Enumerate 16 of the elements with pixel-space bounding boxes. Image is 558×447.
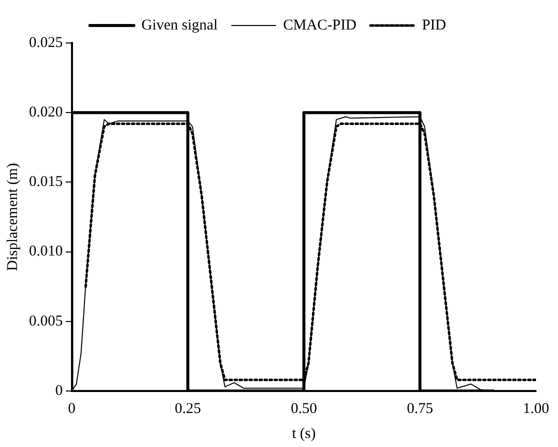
y-tick-label: 0.025 (29, 34, 63, 51)
x-tick-label: 1.00 (522, 400, 550, 417)
x-tick-label: 0.25 (174, 400, 201, 417)
x-axis-title: t (s) (292, 426, 316, 442)
x-tick-label: 0.50 (290, 400, 317, 417)
legend-label: Given signal (141, 17, 218, 34)
y-tick-label: 0.020 (29, 104, 63, 121)
x-tick-label: 0 (68, 400, 76, 417)
y-tick-label: 0.010 (29, 244, 63, 260)
legend-label: CMAC-PID (283, 17, 357, 34)
legend-label: PID (422, 17, 446, 34)
y-axis-title: Displacement (m) (4, 163, 21, 271)
x-tick-label: 0.75 (406, 400, 434, 417)
y-tick-label: 0.005 (29, 313, 63, 330)
y-tick-label: 0.015 (29, 174, 63, 190)
y-tick-label: 0 (55, 382, 63, 399)
